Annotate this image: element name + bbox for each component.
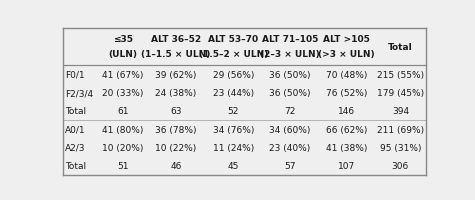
Text: (1–1.5 × ULN): (1–1.5 × ULN) [141,50,210,59]
Text: ALT >105: ALT >105 [323,34,370,43]
Text: 52: 52 [228,107,239,116]
Text: 394: 394 [392,107,409,116]
Text: 95 (31%): 95 (31%) [380,143,421,152]
Text: 10 (22%): 10 (22%) [155,143,196,152]
Text: 66 (62%): 66 (62%) [326,125,367,134]
Text: (1.5–2 × ULN): (1.5–2 × ULN) [199,50,268,59]
Text: ≤35: ≤35 [113,34,133,43]
Text: (2–3 × ULN): (2–3 × ULN) [260,50,320,59]
Text: 36 (50%): 36 (50%) [269,89,311,98]
Text: F2/3/4: F2/3/4 [65,89,93,98]
Text: 36 (50%): 36 (50%) [269,71,311,79]
Text: 23 (44%): 23 (44%) [213,89,254,98]
Text: 41 (67%): 41 (67%) [103,71,144,79]
Text: 34 (60%): 34 (60%) [269,125,311,134]
Text: 29 (56%): 29 (56%) [213,71,254,79]
Text: 41 (38%): 41 (38%) [326,143,367,152]
Text: 57: 57 [284,161,295,170]
Text: 76 (52%): 76 (52%) [326,89,367,98]
Text: 61: 61 [117,107,129,116]
Text: 23 (40%): 23 (40%) [269,143,311,152]
Text: (ULN): (ULN) [109,50,138,59]
Text: 11 (24%): 11 (24%) [213,143,254,152]
Text: 179 (45%): 179 (45%) [377,89,424,98]
Text: 70 (48%): 70 (48%) [326,71,367,79]
Text: (>3 × ULN): (>3 × ULN) [318,50,375,59]
Text: 306: 306 [392,161,409,170]
Text: 72: 72 [284,107,295,116]
Text: 107: 107 [338,161,355,170]
Text: 20 (33%): 20 (33%) [103,89,144,98]
Text: 146: 146 [338,107,355,116]
Text: 63: 63 [170,107,181,116]
Text: 39 (62%): 39 (62%) [155,71,197,79]
Text: 34 (76%): 34 (76%) [213,125,254,134]
Text: F0/1: F0/1 [65,71,85,79]
Text: 46: 46 [170,161,181,170]
Text: ALT 71–105: ALT 71–105 [262,34,318,43]
Text: ALT 36–52: ALT 36–52 [151,34,201,43]
Text: 10 (20%): 10 (20%) [103,143,144,152]
Text: 215 (55%): 215 (55%) [377,71,424,79]
Text: 211 (69%): 211 (69%) [377,125,424,134]
Text: Total: Total [65,107,86,116]
Text: A0/1: A0/1 [65,125,86,134]
Text: 41 (80%): 41 (80%) [103,125,144,134]
Text: 24 (38%): 24 (38%) [155,89,196,98]
Text: 51: 51 [117,161,129,170]
Text: ALT 53–70: ALT 53–70 [208,34,258,43]
Text: Total: Total [388,43,413,52]
Text: 36 (78%): 36 (78%) [155,125,197,134]
Text: Total: Total [65,161,86,170]
Text: 45: 45 [228,161,239,170]
Text: A2/3: A2/3 [65,143,86,152]
